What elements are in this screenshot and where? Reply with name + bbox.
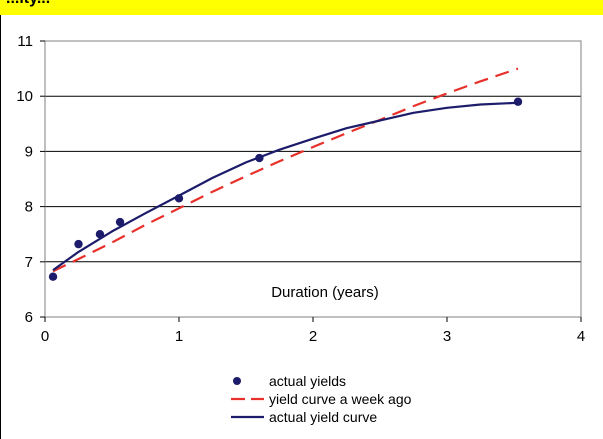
y-tick-label-9: 9	[25, 143, 33, 160]
chart-frame: 6 7 8 9 10 11 0 1 2 3 4 Duration (years) actual yi…	[0, 15, 603, 439]
duration-annotation: Duration (years)	[271, 284, 379, 301]
actual-yields-point	[74, 239, 83, 249]
legend-marker-actual-yields	[233, 377, 241, 385]
x-tick-label-3: 3	[443, 328, 451, 345]
x-tick-label-1: 1	[175, 328, 183, 345]
x-tick-label-4: 4	[577, 328, 585, 345]
x-tick-label-0: 0	[41, 328, 49, 345]
actual-yield-curve-line	[52, 101, 519, 271]
y-tick-label-11: 11	[17, 33, 33, 50]
yield-chart: 6 7 8 9 10 11 0 1 2 3 4 Duration (years) actual yi…	[16, 33, 585, 425]
y-tick-label-6: 6	[25, 309, 33, 326]
actual-yields-point	[48, 272, 58, 281]
axis-layer: 6 7 8 9 10 11 0 1 2 3 4	[16, 33, 585, 345]
header-text: ...ity...	[6, 0, 50, 8]
yield-curve-a-week-ago-line	[52, 67, 519, 273]
legend-label-actual-yields: actual yields	[269, 373, 346, 389]
actual-yields-point	[513, 97, 523, 106]
y-tick-label-8: 8	[25, 199, 33, 216]
y-tick-label-10: 10	[16, 88, 33, 105]
actual-yields-point	[115, 217, 125, 227]
series-layer	[48, 67, 523, 281]
legend-label-actual-yield-curve: actual yield curve	[269, 409, 377, 425]
y-tick-label-7: 7	[25, 254, 33, 271]
header-strip: ...ity...	[0, 0, 603, 15]
grid-layer	[45, 40, 581, 318]
legend-label-yield-curve-a-week-ago: yield curve a week ago	[269, 391, 412, 407]
x-tick-label-2: 2	[309, 328, 317, 345]
plot-area	[44, 40, 582, 318]
legend: actual yields yield curve a week ago actua…	[231, 373, 412, 425]
